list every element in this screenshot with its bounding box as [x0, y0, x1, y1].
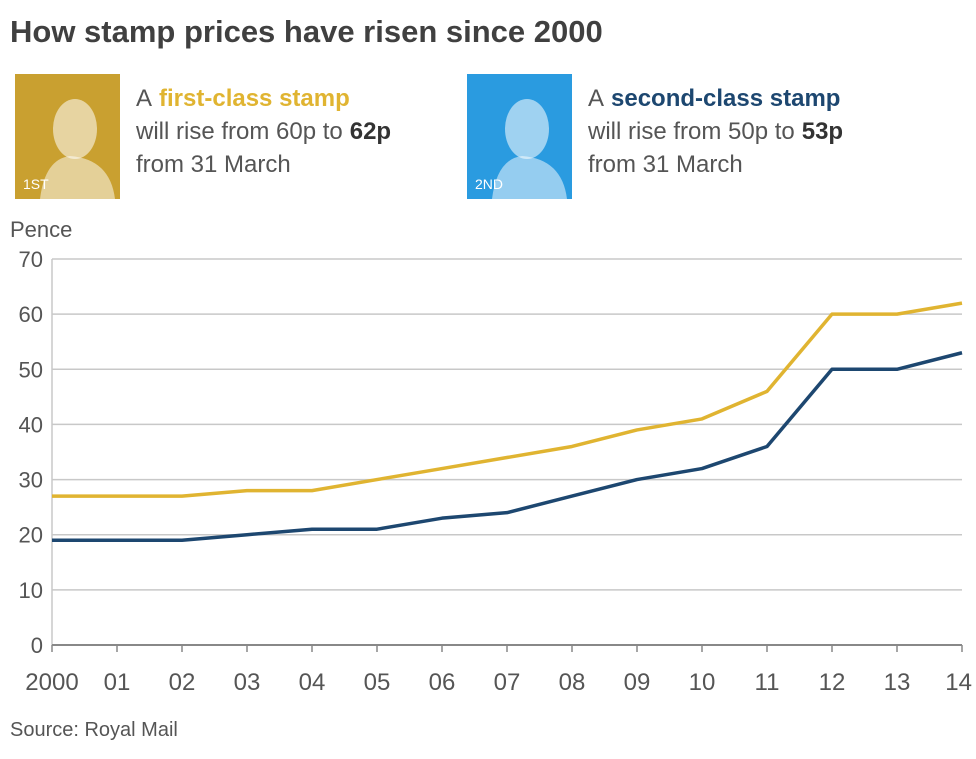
x-tick-label: 09	[624, 669, 651, 696]
y-tick-label: 60	[19, 302, 43, 327]
series-line	[52, 351, 963, 542]
annotation-highlight: second-class stamp	[611, 85, 840, 112]
x-tick-label: 12	[819, 669, 846, 696]
y-tick-label: 0	[31, 633, 43, 658]
x-tick-label: 04	[299, 669, 326, 696]
annotation-price: 62p	[350, 118, 391, 145]
annotation-line: from 31 March	[588, 151, 743, 178]
annotation-prefix: A	[136, 85, 152, 112]
stamp-bust	[492, 156, 567, 199]
stamp-bust	[40, 156, 115, 199]
x-tick-label: 05	[364, 669, 391, 696]
stamp-head	[53, 99, 97, 159]
x-tick-label: 06	[429, 669, 456, 696]
x-tick-label: 07	[494, 669, 521, 696]
y-tick-label: 50	[19, 357, 43, 382]
y-tick-label: 40	[19, 412, 43, 437]
annotation-line: will rise from 50p to 53p	[587, 118, 843, 145]
y-tick-label: 30	[19, 468, 43, 493]
x-tick-label: 02	[169, 669, 196, 696]
y-axis-label: Pence	[10, 217, 72, 242]
y-tick-label: 20	[19, 523, 43, 548]
series-line	[52, 301, 963, 498]
annotation-price: 53p	[802, 118, 843, 145]
annotation-line: from 31 March	[136, 151, 291, 178]
y-tick-label: 70	[19, 247, 43, 272]
stamp: 2ND	[467, 74, 572, 199]
x-tick-label: 14	[945, 669, 972, 696]
annotation-prefix: A	[588, 85, 604, 112]
annotation-highlight: first-class stamp	[159, 85, 350, 112]
x-tick-label: 10	[689, 669, 716, 696]
x-tick-label: 03	[234, 669, 261, 696]
stamp-label: 1ST	[23, 176, 49, 192]
annotation-line: will rise from 60p to 62p	[135, 118, 391, 145]
x-tick-label: 11	[755, 669, 780, 696]
x-tick-label: 08	[559, 669, 586, 696]
x-tick-label: 13	[884, 669, 911, 696]
source: Source: Royal Mail	[10, 719, 178, 741]
y-tick-label: 10	[19, 578, 43, 603]
chart-title: How stamp prices have risen since 2000	[10, 14, 603, 49]
x-tick-label: 01	[104, 669, 131, 696]
stamp-head	[505, 99, 549, 159]
annotation-rise: will rise from 50p to	[587, 118, 795, 145]
stamp: 1ST	[15, 74, 120, 199]
annotation-rise: will rise from 60p to	[135, 118, 343, 145]
stamp-label: 2ND	[475, 176, 503, 192]
x-tick-label: 2000	[25, 669, 78, 696]
